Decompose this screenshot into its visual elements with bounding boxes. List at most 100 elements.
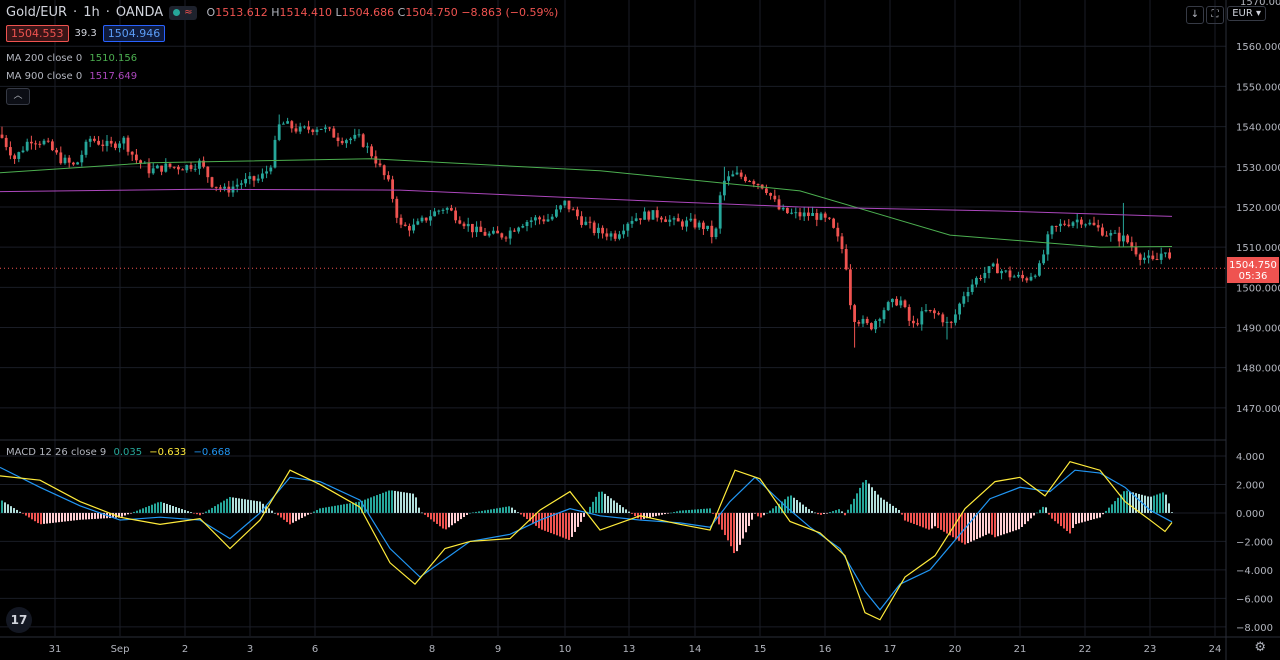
histogram-bar [280,512,282,518]
candle [861,315,865,327]
candle [282,121,285,125]
market-status[interactable]: ≈ [169,5,197,20]
histogram-bar [277,512,279,516]
candle [534,215,537,226]
arrow-down-icon[interactable]: ↓ [1186,6,1204,24]
histogram-bar [166,503,168,513]
gear-icon[interactable]: ⚙ [1254,640,1266,655]
candle [395,196,399,224]
histogram-bar [430,512,432,520]
histogram-bar [775,506,777,513]
candle [979,274,982,281]
histogram-bar [169,504,171,513]
candle [1155,252,1159,261]
histogram-bar [793,497,795,513]
candle [156,164,159,169]
legend-ma900[interactable]: MA 900 close 0 1517.649 [6,71,138,82]
histogram-bar [91,512,93,520]
histogram-bar [1153,495,1155,513]
macd-tick-label: 2.000 [1236,480,1265,491]
macd-line-value: −0.668 [193,447,231,458]
macd-tick-label: 0.000 [1236,509,1265,520]
histogram-bar [355,502,357,513]
candle-body [374,156,378,164]
candle [475,221,478,238]
fullscreen-icon[interactable]: ⛶ [1206,6,1224,24]
candle [139,159,142,169]
candle-body [252,176,256,181]
histogram-bar [997,512,999,537]
bid-price-button[interactable]: 1504.553 [6,25,69,42]
histogram-bar [739,512,741,545]
histogram-bar [322,507,324,513]
candle [550,213,554,221]
histogram-bar [268,508,270,513]
candle-body [349,138,352,141]
histogram-bar [82,512,84,520]
histogram-bar [415,497,417,513]
candle [290,119,294,133]
histogram-bar [382,492,384,513]
histogram-bar [562,512,564,538]
interval[interactable]: 1h [83,5,100,20]
candle-body [1101,227,1104,236]
candle-body [193,168,197,170]
candle [122,135,126,150]
candle-body [126,137,130,152]
candle-body [550,216,554,220]
candle-body [487,233,491,236]
candle-body [555,209,558,217]
candle-body [361,134,365,147]
ask-price-button[interactable]: 1504.946 [102,25,166,42]
candle-body [529,220,533,222]
histogram-bar [418,507,420,513]
candle [571,207,575,211]
histogram-bar [622,507,624,513]
candle [303,125,306,129]
histogram-bar [442,512,444,529]
histogram-bar [94,512,96,519]
candle-body [639,218,642,220]
time-tick-label: 20 [949,644,962,655]
price-tick-label: 1510.000 [1236,243,1280,254]
tradingview-logo-icon[interactable]: 17 [6,607,32,633]
histogram-bar [892,505,894,513]
candle-body [118,143,121,148]
candle [630,216,634,228]
legend-ma200[interactable]: MA 200 close 0 1510.156 [6,53,138,64]
histogram-bar [880,497,882,513]
time-tick-label: 31 [49,644,62,655]
candle-body [1054,225,1058,227]
currency-select[interactable]: EUR ▾ [1227,6,1266,21]
candle [198,158,201,175]
histogram-bar [13,508,15,513]
price-tick-label: 1550.000 [1236,82,1280,93]
candle-body [1025,278,1029,281]
symbol-header[interactable]: Gold/EUR · 1h · OANDA ≈ O1513.612 H1514.… [6,5,558,20]
candle [59,146,63,165]
histogram-bar [232,497,234,513]
candle [697,220,701,230]
collapse-legend-button[interactable]: ︿ [6,88,30,105]
candle [38,141,42,148]
histogram-bar [490,509,492,513]
symbol-name[interactable]: Gold/EUR [6,5,68,20]
candle-body [928,309,932,311]
candle [273,135,277,169]
histogram-bar [205,511,207,513]
histogram-bar [934,512,936,527]
histogram-bar [553,512,555,535]
histogram-bar [511,507,513,513]
candle-body [970,284,974,292]
histogram-bar [637,512,639,519]
candle-body [235,184,239,187]
histogram-bar [154,503,156,513]
candle [769,192,772,200]
histogram-bar [352,502,354,513]
candle [277,114,281,142]
legend-macd[interactable]: MACD 12 26 close 9 0.035 −0.633 −0.668 [6,447,231,458]
candle-body [105,140,109,146]
candle-body [273,139,277,168]
histogram-bar [1021,512,1023,527]
